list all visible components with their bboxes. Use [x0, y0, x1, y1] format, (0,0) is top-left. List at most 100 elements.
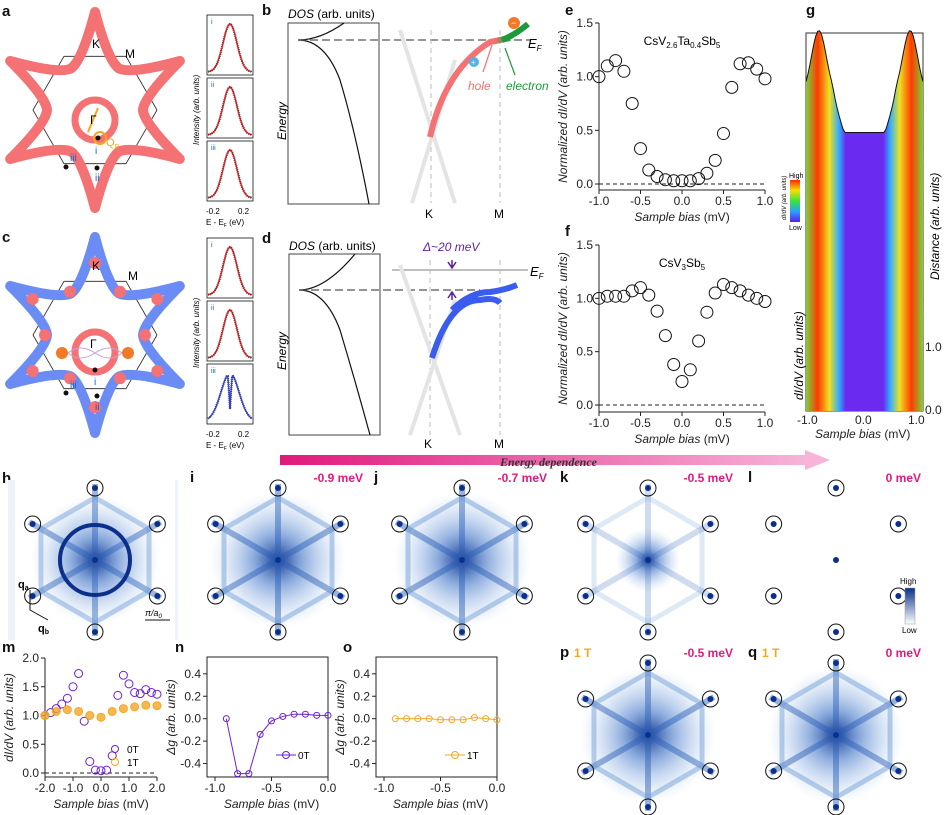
edc-label: i: [211, 19, 213, 26]
gap-node: [151, 293, 164, 305]
data-point: [85, 711, 95, 720]
panel-g-waterfall: g High Low dI/dV (arb. units) Distance (…: [782, 2, 942, 441]
data-point: [301, 710, 309, 718]
data-point: [733, 57, 747, 71]
data-point: [692, 172, 706, 186]
bragg-peak: [396, 593, 403, 599]
y-tick-label: 1.0: [576, 70, 593, 84]
y-tick-label: 0.0: [22, 766, 39, 780]
data-point: [448, 716, 456, 724]
bragg-peak-circle: [889, 762, 907, 780]
bragg-peak-circle: [765, 587, 783, 605]
panel-a-fermi-surface: a K M Γ QP i iii ii: [2, 3, 185, 213]
x-axis-label: Sample bias (mV): [815, 427, 910, 441]
data-point: [675, 375, 689, 389]
data-point: [391, 715, 399, 723]
tick-label: 0.2: [238, 430, 250, 439]
panel-label-n: n: [175, 639, 184, 656]
data-point: [107, 706, 117, 716]
x-tick-label: 1.0: [121, 781, 138, 795]
data-point: [609, 289, 623, 303]
data-point: [470, 714, 478, 722]
left-axis-label: dI/dV (arb. units): [792, 311, 806, 400]
electron-band: [500, 21, 530, 43]
y-tick-label: 1.5: [576, 238, 593, 252]
right-axis-label: Distance (arb. units): [928, 173, 942, 280]
bragg-peak-circle: [391, 515, 409, 533]
y-tick-label: -0.2: [349, 734, 370, 748]
data-point: [256, 730, 264, 738]
edc-fit: [207, 23, 253, 73]
bragg-peak-circle: [331, 587, 349, 605]
series-line: [225, 713, 328, 775]
data-point: [634, 142, 647, 156]
arrow-bar: [280, 455, 805, 465]
fft-hexagon: [779, 669, 893, 801]
colorbar-high: High: [789, 173, 804, 180]
bragg-peak: [895, 593, 902, 599]
data-point: [658, 173, 672, 187]
fft-panels: i -0.9 meV j -0.7 meV k -0.5 meV l 0 meV p 1 T -0.…: [190, 469, 921, 815]
panel-n-chart: -1.0 -0.5 0.0 -0.4 -0.2 0.0 0.2 0.4 Sample bias …: [164, 656, 337, 811]
bragg-peak: [29, 521, 36, 527]
edc-label: iii: [211, 145, 216, 152]
data-point: [658, 329, 672, 343]
cut-point-ii: [94, 165, 100, 171]
series-line: [395, 717, 498, 721]
fft-streak: [27, 519, 97, 563]
gap-nodes: [26, 257, 164, 413]
bragg-peak-circle: [453, 623, 471, 641]
qp-marker: [93, 131, 107, 145]
gap-node: [89, 257, 101, 269]
bragg-peak-circle: [827, 479, 845, 497]
data-point: [437, 716, 444, 724]
bragg-peak: [212, 593, 219, 599]
fft-panel-l: l 0 meV: [748, 469, 921, 641]
data-point: [650, 169, 664, 183]
fft-streak: [93, 557, 163, 601]
fft-hexagon: [38, 494, 152, 626]
bragg-peak: [582, 521, 589, 527]
y-tick-label: 0.0: [353, 712, 370, 726]
data-point: [152, 701, 162, 711]
bragg-peak: [154, 521, 161, 527]
panel-c-fermi-surface: c K M Γ i iii ii: [2, 229, 185, 438]
label-M: M: [125, 47, 135, 61]
panel-f-chart: -1.0 -0.5 0.0 0.5 1.0 0.0 0.5 1.0 1.5 Sample bias…: [556, 238, 774, 446]
x-tick-label: -0.5: [630, 194, 651, 208]
fft-streak: [768, 732, 838, 776]
bragg-peak-circle: [827, 623, 845, 641]
field-label: 1 T: [574, 646, 592, 660]
m-label: M: [494, 207, 504, 221]
fft-panel-k: k -0.5 meV: [560, 469, 733, 641]
y-axis-label: Δg (arb. units): [164, 679, 178, 755]
bragg-peak-circle: [639, 623, 657, 641]
panel-label-l: l: [748, 469, 752, 486]
y-axis-label: Intensity (arb. units): [192, 74, 201, 145]
bragg-peak: [770, 768, 777, 774]
y-tick-label: 0.2: [184, 689, 201, 703]
y-tick-label: 0.5: [576, 345, 593, 359]
data-point: [425, 715, 433, 723]
gap-node: [89, 401, 101, 413]
fft-center: [92, 557, 98, 563]
gapped-bands: [429, 282, 519, 359]
data-point: [667, 174, 681, 188]
bragg-peak: [582, 593, 589, 599]
fft-streak: [210, 557, 280, 601]
data-point: [642, 163, 656, 177]
fft-streak: [834, 732, 904, 776]
fft-hexagon: [591, 494, 705, 626]
panel-label-d: d: [262, 230, 271, 247]
legend-marker: [111, 758, 119, 766]
bragg-peak: [275, 485, 281, 491]
tick-label: 0.0: [855, 413, 872, 427]
fft-streak: [276, 519, 346, 563]
bragg-peak: [770, 521, 777, 527]
ef-label: EF: [528, 36, 543, 53]
x-axis-label: Sample bias (mV): [393, 797, 488, 811]
bragg-peak-circle: [701, 515, 719, 533]
data-point: [625, 284, 639, 298]
panel-label-q: q: [748, 644, 757, 661]
